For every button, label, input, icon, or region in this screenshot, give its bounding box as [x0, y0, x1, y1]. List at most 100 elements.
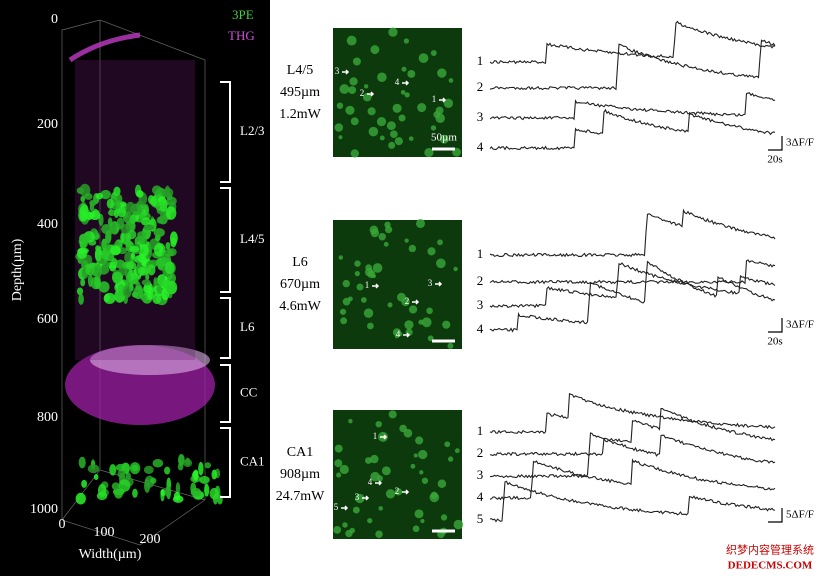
cell-label: 2 — [360, 88, 365, 98]
trace — [489, 20, 776, 65]
neuron — [104, 294, 110, 303]
depth-tick-label: 400 — [37, 217, 58, 232]
panel-region: L4/5 — [287, 63, 313, 78]
cell — [408, 305, 418, 314]
watermark: DEDECMS.COM — [728, 560, 813, 572]
cell — [378, 233, 386, 241]
neuron — [85, 254, 93, 265]
cell — [419, 470, 424, 475]
neuron — [78, 456, 86, 469]
neuron — [94, 209, 100, 219]
cell — [427, 247, 436, 256]
depth-tick-label: 0 — [51, 12, 58, 27]
cell — [387, 302, 393, 308]
trace — [489, 208, 776, 258]
cell — [447, 456, 454, 462]
trace-label: 1 — [477, 423, 484, 438]
neuron — [153, 228, 165, 238]
neuron — [126, 201, 135, 213]
cell — [388, 141, 396, 149]
cell — [398, 114, 406, 122]
cell — [384, 221, 391, 228]
neuron — [204, 483, 210, 497]
trace-label: 4 — [477, 321, 484, 336]
cell — [454, 448, 460, 454]
neuron — [81, 258, 86, 268]
cell — [430, 125, 437, 131]
legend-3pe: 3PE — [232, 7, 254, 22]
cell — [364, 457, 372, 464]
neuron — [129, 462, 141, 475]
neuron — [198, 461, 204, 476]
cell — [345, 529, 353, 538]
depth-tick-label: 1000 — [30, 502, 58, 517]
neuron — [199, 475, 210, 484]
neuron — [130, 251, 136, 259]
cell — [417, 102, 427, 113]
neuron — [154, 242, 166, 257]
cell — [345, 105, 355, 115]
neuron — [193, 469, 199, 482]
cell-label: 2 — [405, 296, 410, 306]
cell — [439, 134, 449, 144]
panel-depth: 670µm — [280, 277, 320, 292]
cell — [367, 107, 376, 116]
cell — [356, 283, 364, 291]
trace — [489, 262, 776, 309]
cell-arrow — [402, 489, 410, 495]
neuron — [111, 258, 118, 266]
cell — [396, 292, 406, 302]
neuron — [133, 286, 144, 300]
neuron — [89, 199, 97, 207]
trace-label: 4 — [477, 489, 484, 504]
layer-label: CA1 — [240, 453, 265, 468]
panel-power: 4.6mW — [279, 299, 321, 314]
scale-y-label: 3ΔF/F — [786, 319, 814, 331]
neuron — [113, 186, 121, 197]
width-tick-label: 200 — [140, 532, 161, 547]
cell — [413, 453, 418, 458]
neuron — [80, 195, 86, 203]
trace-label: 3 — [477, 109, 484, 124]
trace — [489, 259, 776, 285]
cell — [346, 35, 357, 46]
cell — [392, 103, 402, 113]
depth-tick-label: 200 — [37, 117, 58, 132]
layer-label: L6 — [240, 319, 255, 334]
watermark: 织梦内容管理系统 — [726, 543, 814, 557]
neuron — [84, 192, 93, 200]
cell — [420, 518, 425, 524]
cell — [381, 466, 391, 476]
cell — [363, 308, 374, 318]
neuron — [155, 258, 165, 268]
cell — [366, 322, 374, 330]
neuron — [100, 189, 111, 200]
neuron — [94, 247, 102, 262]
neuron — [151, 185, 162, 195]
layer-bracket — [220, 187, 231, 293]
neuron — [116, 217, 125, 230]
depth-tick-label: 800 — [37, 410, 58, 425]
neuron — [137, 243, 149, 257]
neuron — [109, 464, 117, 476]
cell — [418, 449, 428, 460]
neuron — [129, 245, 140, 253]
neuron — [164, 486, 172, 497]
cell — [408, 244, 417, 253]
cell — [453, 519, 464, 530]
cell-arrow — [403, 332, 411, 338]
cell — [453, 266, 458, 272]
cell — [370, 454, 379, 464]
cell — [404, 238, 409, 243]
neuron — [76, 287, 84, 296]
cell — [338, 255, 344, 260]
neuron — [141, 279, 151, 286]
trace-label: 5 — [477, 511, 484, 526]
cell — [415, 436, 424, 445]
neuron — [165, 242, 171, 250]
cell — [334, 444, 343, 453]
neuron — [117, 469, 126, 478]
neuron — [110, 222, 117, 234]
neuron — [81, 479, 88, 488]
trace — [489, 480, 776, 523]
